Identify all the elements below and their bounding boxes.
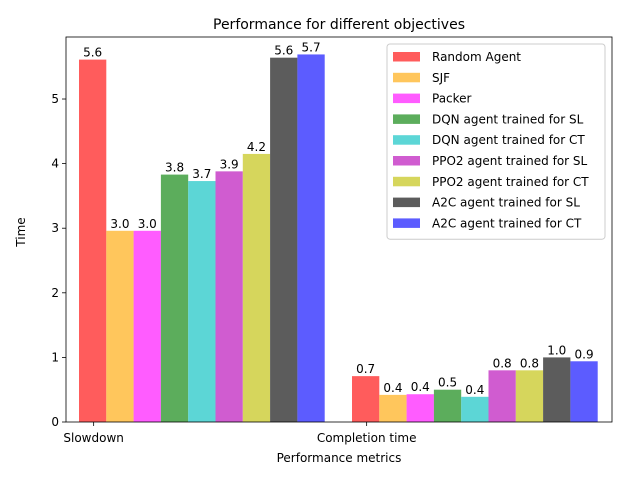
bar-value-label: 0.7 (356, 362, 375, 376)
bar-labels-layer: 5.6 3.0 3.0 3.8 3.7 3.9 4.2 5.6 5.7 0.7 0.4 0.4 0.5 0… (83, 40, 593, 396)
chart-title: Performance for different objectives (213, 17, 465, 33)
legend-label: Packer (432, 92, 472, 106)
plot-frame (65, 36, 613, 423)
axes-layer: Slowdown Completion time 0 1 2 3 4 5 (51, 36, 613, 445)
bar-slowdown-random-agent (79, 59, 107, 423)
bar-value-label: 3.7 (192, 167, 211, 181)
bar-value-label: 1.0 (547, 343, 566, 357)
bar-slowdown-dqn-agent-trained-for-sl (160, 174, 189, 422)
legend-swatch (393, 176, 420, 187)
legend-swatch (393, 52, 420, 62)
bar-value-label: 0.8 (520, 356, 539, 370)
x-tick-label: Completion time (317, 431, 417, 445)
y-tick-label: 4 (51, 157, 59, 171)
bar-value-label: 5.6 (83, 46, 102, 60)
bar-value-label: 0.4 (465, 383, 484, 397)
y-axis-label: Time (14, 217, 28, 247)
y-tick-label: 0 (51, 415, 59, 429)
legend-label: DQN agent trained for CT (432, 133, 585, 147)
legend-label: DQN agent trained for SL (432, 112, 584, 126)
bar-completion-time-a2c-agent-trained-for-ct (570, 361, 598, 422)
bars-layer (79, 54, 598, 423)
legend-label: A2C agent trained for CT (432, 216, 582, 230)
legend: Random Agent SJF Packer DQN agent trained f… (386, 43, 606, 240)
bar-slowdown-sjf (106, 230, 134, 422)
bar-completion-time-dqn-agent-trained-for-sl (433, 389, 462, 422)
y-tick-label: 3 (51, 221, 59, 235)
bar-completion-time-a2c-agent-trained-for-sl (543, 357, 571, 422)
bar-value-label: 3.8 (165, 161, 184, 175)
bar-completion-time-packer (406, 394, 434, 422)
legend-swatch (393, 72, 420, 83)
legend-swatch (393, 156, 420, 166)
bar-slowdown-packer (133, 230, 161, 422)
bar-value-label: 5.6 (274, 44, 293, 58)
bar-value-label: 3.9 (220, 157, 239, 171)
bar-value-label: 0.8 (493, 356, 512, 370)
bar-slowdown-a2c-agent-trained-for-ct (297, 54, 325, 422)
bar-value-label: 4.2 (247, 140, 266, 154)
bar-slowdown-ppo2-agent-trained-for-ct (242, 153, 271, 423)
y-tick-label: 1 (51, 350, 59, 364)
bar-completion-time-ppo2-agent-trained-for-sl (488, 370, 516, 422)
legend-label: SJF (432, 71, 450, 85)
y-tick-label: 5 (51, 92, 59, 106)
bar-value-label: 0.4 (383, 381, 402, 395)
y-tick-label: 2 (51, 286, 59, 300)
legend-box (386, 43, 606, 240)
bar-value-label: 0.4 (411, 380, 430, 394)
bar-slowdown-a2c-agent-trained-for-sl (270, 57, 298, 423)
bar-completion-time-random-agent (352, 376, 380, 422)
bar-value-label: 3.0 (138, 217, 157, 231)
bar-completion-time-ppo2-agent-trained-for-ct (515, 370, 544, 422)
bar-value-label: 0.9 (575, 347, 594, 361)
x-tick-label: Slowdown (63, 431, 124, 445)
bar-value-label: 5.7 (302, 40, 321, 54)
bar-slowdown-dqn-agent-trained-for-ct (188, 181, 216, 422)
bar-completion-time-sjf (379, 394, 407, 422)
bar-completion-time-dqn-agent-trained-for-ct (461, 396, 489, 422)
x-axis-label: Performance metrics (277, 451, 402, 465)
legend-label: PPO2 agent trained for SL (432, 154, 588, 168)
legend-label: PPO2 agent trained for CT (432, 175, 589, 189)
legend-label: Random Agent (432, 50, 521, 64)
legend-swatch (393, 135, 420, 145)
legend-swatch (393, 218, 420, 228)
bar-slowdown-ppo2-agent-trained-for-sl (215, 171, 243, 422)
bar-value-label: 3.0 (110, 217, 129, 231)
legend-swatch (393, 197, 420, 208)
legend-swatch (393, 93, 420, 104)
legend-swatch (393, 114, 420, 124)
legend-label: A2C agent trained for SL (432, 196, 580, 210)
bar-value-label: 0.5 (438, 376, 457, 390)
